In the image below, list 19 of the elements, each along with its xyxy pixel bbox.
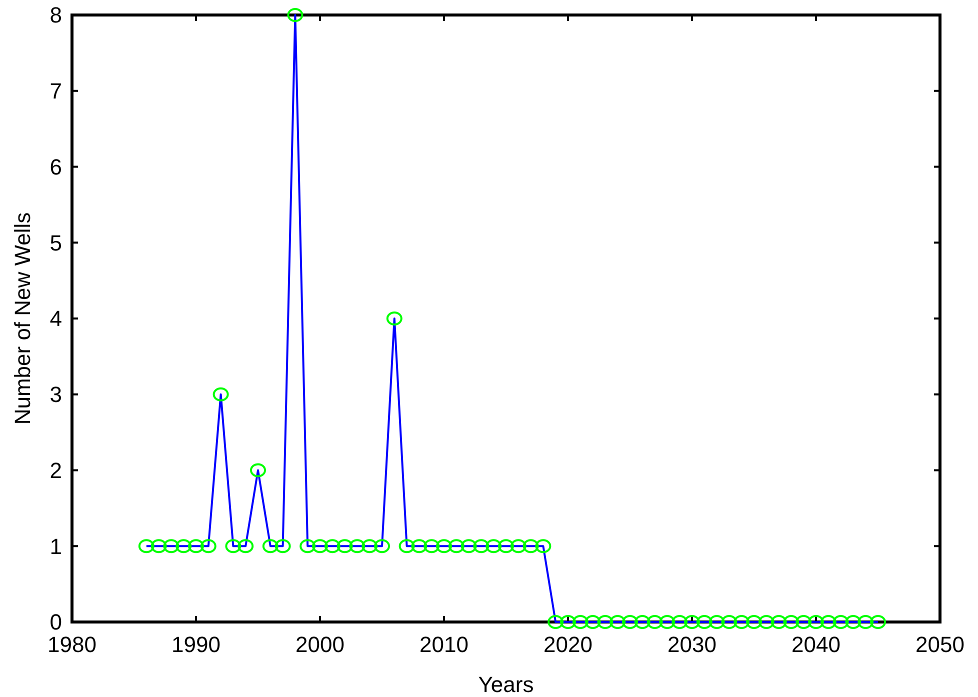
y-tick-label: 2 <box>50 458 62 483</box>
x-tick-label: 2000 <box>296 632 344 657</box>
x-tick-label: 1980 <box>48 632 96 657</box>
x-axis-title: Years <box>478 672 534 697</box>
x-tick-label: 2030 <box>668 632 716 657</box>
x-tick-label: 2040 <box>792 632 840 657</box>
y-tick-label: 8 <box>50 2 62 28</box>
y-tick-label: 1 <box>50 534 62 559</box>
y-axis-title: Number of New Wells <box>10 212 35 425</box>
y-tick-label: 3 <box>50 382 62 408</box>
y-tick-label: 4 <box>50 306 62 332</box>
y-tick-label: 6 <box>50 154 62 180</box>
x-tick-label: 1990 <box>172 632 220 657</box>
x-tick-label: 2020 <box>544 632 592 657</box>
y-tick-label: 0 <box>50 610 62 635</box>
y-tick-label: 7 <box>50 78 62 104</box>
y-tick-label: 5 <box>50 230 62 256</box>
x-tick-label: 2050 <box>916 632 964 657</box>
x-tick-label: 2010 <box>420 632 468 657</box>
